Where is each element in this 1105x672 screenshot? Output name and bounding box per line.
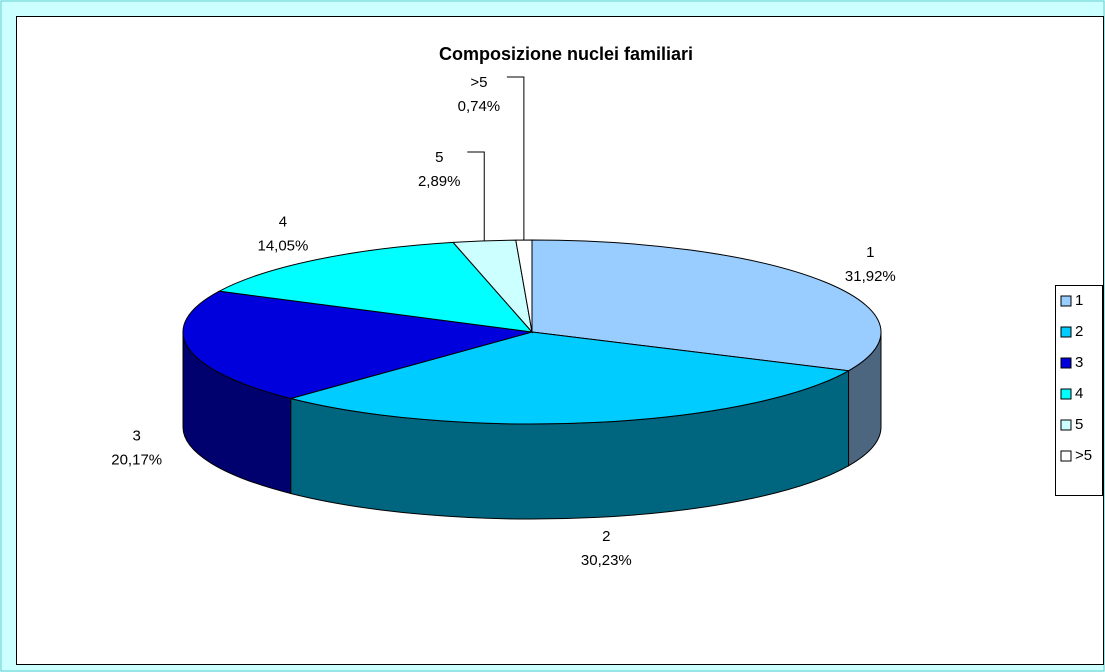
- legend-swatch: [1060, 326, 1072, 338]
- data-label-category: 3: [133, 427, 141, 444]
- data-label-value: 31,92%: [845, 268, 896, 285]
- pie-slice: [531, 239, 882, 372]
- pie-slice: [288, 331, 851, 425]
- leader-line: [506, 76, 525, 241]
- legend-label: 4: [1075, 385, 1083, 402]
- chart-title: Composizione nuclei familiari: [439, 44, 693, 64]
- legend-label: 3: [1075, 354, 1083, 371]
- data-label-value: 14,05%: [257, 238, 308, 255]
- data-label-category: 2: [602, 528, 610, 545]
- legend-swatch: [1060, 419, 1072, 431]
- legend-swatch: [1060, 295, 1072, 307]
- data-label-value: 30,23%: [581, 552, 632, 569]
- data-label-category: 4: [279, 214, 287, 231]
- legend-label: 2: [1075, 323, 1083, 340]
- data-label-value: 0,74%: [458, 98, 501, 115]
- legend-swatch: [1060, 450, 1072, 462]
- pie-slice: [217, 241, 534, 333]
- pie-slice: [182, 290, 533, 399]
- legend-label: 1: [1075, 292, 1083, 309]
- data-label-category: >5: [470, 74, 487, 91]
- legend-label: >5: [1075, 447, 1092, 464]
- data-label-value: 2,89%: [418, 173, 461, 190]
- legend-swatch: [1060, 357, 1072, 369]
- leader-line: [467, 151, 485, 241]
- data-label-category: 1: [866, 244, 874, 261]
- data-label-category: 5: [435, 149, 443, 166]
- legend-swatch: [1060, 388, 1072, 400]
- data-label-value: 20,17%: [111, 451, 162, 468]
- legend-label: 5: [1075, 416, 1083, 433]
